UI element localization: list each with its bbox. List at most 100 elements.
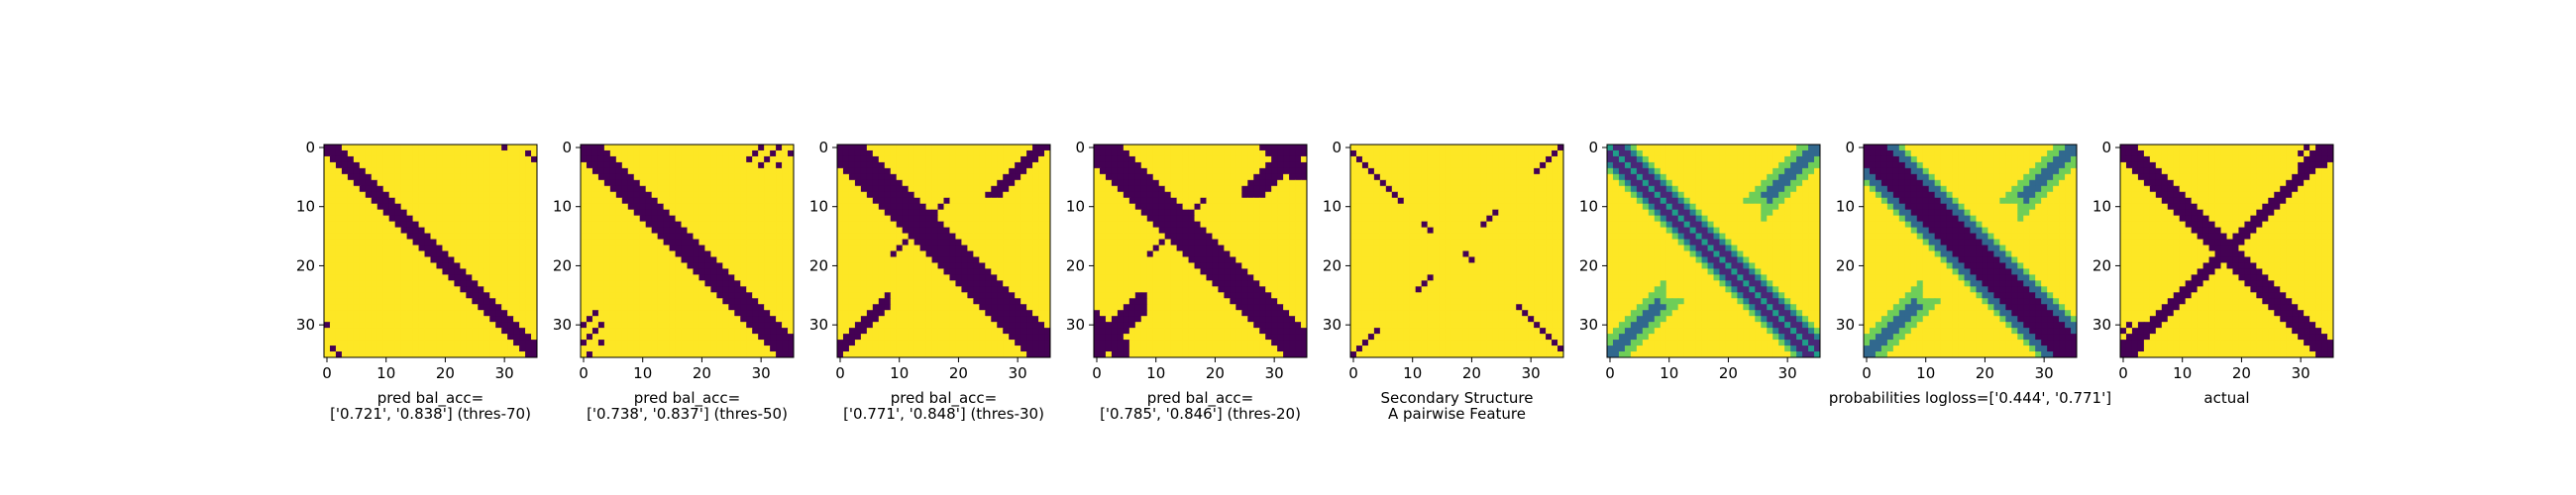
heatmap-cell xyxy=(979,292,986,299)
heatmap-cell xyxy=(878,310,886,317)
heatmap-cell xyxy=(890,334,898,341)
heatmap-cell xyxy=(472,250,479,257)
heatmap-cell xyxy=(1038,149,1045,157)
heatmap-cell xyxy=(525,191,532,199)
heatmap-cell xyxy=(746,149,753,157)
heatmap-cell xyxy=(943,215,950,223)
heatmap-cell xyxy=(854,334,862,341)
heatmap-cell xyxy=(908,245,915,251)
heatmap-cell xyxy=(478,203,484,211)
heatmap-cell xyxy=(489,161,496,169)
heatmap-cell xyxy=(931,197,939,205)
heatmap-cell xyxy=(931,155,939,163)
heatmap-cell xyxy=(1032,298,1039,305)
heatmap-cell xyxy=(752,292,759,299)
heatmap-cell xyxy=(1032,227,1039,235)
heatmap-cell xyxy=(454,340,461,346)
heatmap-cell xyxy=(1094,179,1101,187)
heatmap-cell xyxy=(633,185,641,193)
heatmap-cell xyxy=(597,245,605,251)
heatmap-cell xyxy=(1277,173,1284,181)
heatmap-cell xyxy=(388,280,396,287)
heatmap-cell xyxy=(770,286,777,293)
heatmap-cell xyxy=(460,209,467,217)
heatmap-cell xyxy=(627,173,635,181)
heatmap-cell xyxy=(1009,215,1016,223)
heatmap-cell xyxy=(1009,245,1016,251)
heatmap-cell xyxy=(740,256,747,263)
heatmap-cell xyxy=(609,351,617,358)
heatmap-cell xyxy=(943,340,950,346)
heatmap-cell xyxy=(837,227,844,235)
heatmap-cell xyxy=(872,286,880,293)
heatmap-cell xyxy=(1253,197,1260,205)
heatmap-cell xyxy=(335,328,343,335)
heatmap-cell xyxy=(347,322,355,329)
heatmap-cell xyxy=(997,173,1004,181)
heatmap-cell xyxy=(1301,179,1308,187)
heatmap-cell xyxy=(478,256,484,263)
heatmap-cell xyxy=(1094,292,1101,299)
heatmap-cell xyxy=(872,250,880,257)
heatmap-cell xyxy=(878,215,886,223)
heatmap-cell xyxy=(837,239,844,247)
heatmap-cell xyxy=(1277,203,1284,211)
heatmap-cell xyxy=(1283,256,1290,263)
heatmap-cell xyxy=(943,149,950,157)
heatmap-cell xyxy=(985,161,992,169)
heatmap-cell xyxy=(597,351,605,358)
heatmap-cell xyxy=(603,185,611,193)
heatmap-cell xyxy=(489,322,496,329)
heatmap-cell xyxy=(501,268,508,275)
heatmap-cell xyxy=(979,155,986,163)
heatmap-cell xyxy=(896,167,904,175)
heatmap-cell xyxy=(890,145,898,151)
heatmap-cell xyxy=(365,209,373,217)
heatmap-cell xyxy=(1259,145,1266,151)
heatmap-cell xyxy=(581,340,588,346)
heatmap-cell xyxy=(657,145,665,151)
heatmap-cell xyxy=(1099,203,1107,211)
heatmap-cell xyxy=(442,167,449,175)
heatmap-cell xyxy=(698,191,705,199)
heatmap-cell xyxy=(764,328,771,335)
heatmap-cell xyxy=(1123,145,1130,151)
heatmap-cell xyxy=(896,239,904,247)
heatmap-cell xyxy=(519,310,526,317)
heatmap-cell xyxy=(376,167,384,175)
heatmap-cell xyxy=(1277,227,1284,235)
heatmap-cell xyxy=(931,233,939,241)
heatmap-cell xyxy=(1188,250,1196,257)
heatmap-cell xyxy=(788,268,795,275)
heatmap-cell xyxy=(788,328,795,335)
heatmap-cell xyxy=(854,304,862,311)
heatmap-cell xyxy=(406,203,414,211)
heatmap-cell xyxy=(728,197,735,205)
heatmap-cell xyxy=(746,250,753,257)
heatmap-cell xyxy=(752,340,759,346)
heatmap-cell xyxy=(442,221,449,229)
heatmap-cell xyxy=(669,298,677,305)
heatmap-cell xyxy=(645,161,653,169)
heatmap-cell xyxy=(347,233,355,241)
heatmap-cell xyxy=(1235,191,1242,199)
heatmap-cell xyxy=(1009,334,1016,341)
heatmap-cell xyxy=(1134,191,1142,199)
heatmap-cell xyxy=(884,286,892,293)
heatmap-cell xyxy=(633,179,641,187)
heatmap-cell xyxy=(603,239,611,247)
heatmap-cell xyxy=(394,173,402,181)
heatmap-cell xyxy=(1123,310,1130,317)
heatmap-cell xyxy=(324,221,331,229)
heatmap-cell xyxy=(603,155,611,163)
heatmap-cell xyxy=(704,239,711,247)
heatmap-cell xyxy=(483,239,490,247)
heatmap-cell xyxy=(1200,274,1207,281)
heatmap-cell xyxy=(639,340,647,346)
heatmap-cell xyxy=(1123,161,1130,169)
heatmap-cell xyxy=(347,310,355,317)
heatmap-cell xyxy=(1032,280,1039,287)
heatmap-cell xyxy=(633,155,641,163)
heatmap-cell xyxy=(591,233,599,241)
heatmap-cell xyxy=(931,203,939,211)
